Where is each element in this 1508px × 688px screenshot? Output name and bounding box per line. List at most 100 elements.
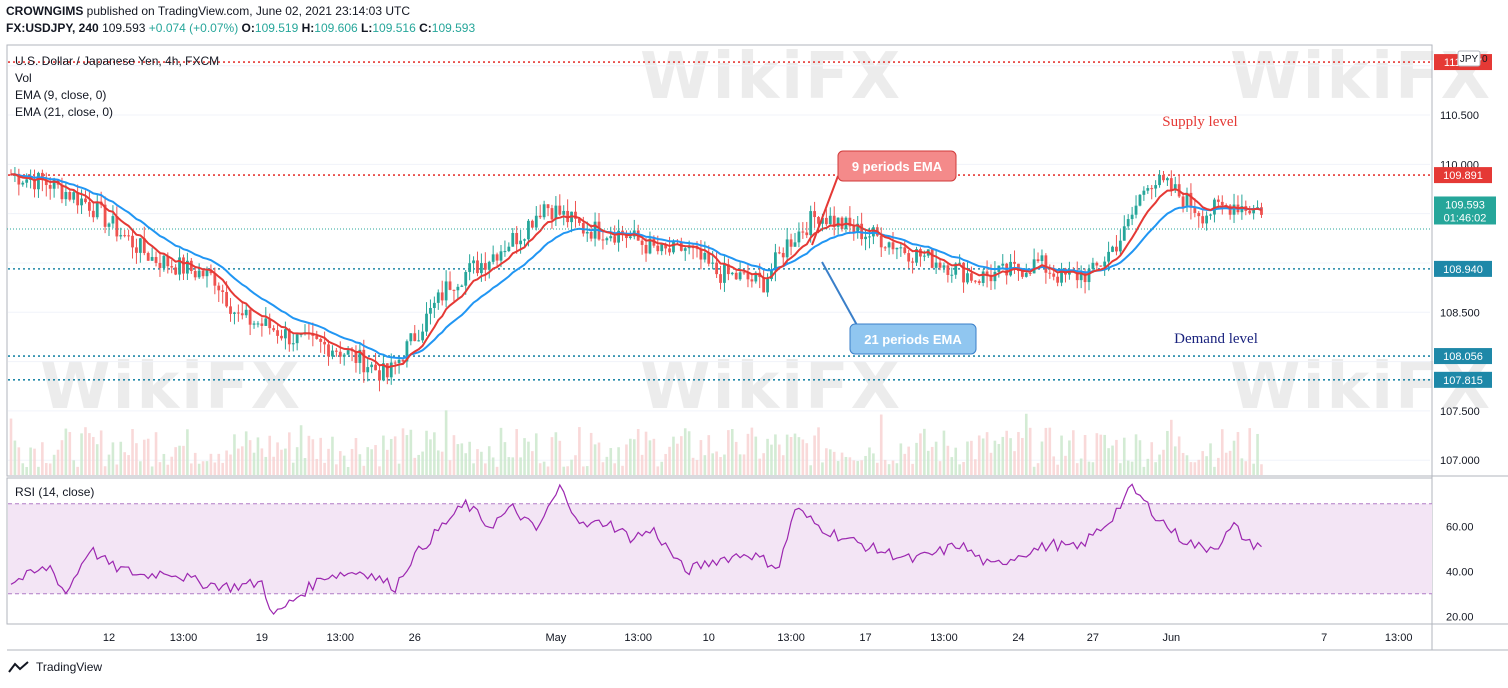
candle-body — [127, 235, 130, 237]
candle-body — [193, 270, 197, 278]
candle-body — [248, 309, 252, 325]
volume-bar — [1244, 461, 1248, 475]
volume-bar — [193, 452, 197, 475]
low-value: 109.516 — [372, 21, 416, 35]
volume-bar — [574, 455, 577, 475]
candle-body — [989, 276, 993, 282]
candle-body — [507, 246, 511, 252]
volume-bar — [1111, 445, 1114, 475]
candle-body — [1142, 190, 1146, 195]
volume-bar — [1166, 430, 1169, 475]
volume-bar — [883, 459, 887, 475]
candle-body — [205, 269, 209, 277]
candle-body — [628, 236, 632, 239]
candle-body — [813, 211, 816, 218]
volume-bar — [1052, 456, 1056, 475]
countdown-tag-text: 01:46:02 — [1444, 212, 1487, 224]
candle-body — [511, 232, 515, 247]
candle-body — [174, 267, 178, 275]
volume-bar — [150, 466, 154, 475]
candle-body — [107, 223, 111, 227]
candle-body — [448, 281, 452, 290]
candle-body — [527, 220, 530, 240]
candle-body — [856, 223, 860, 232]
volume-bar — [452, 435, 456, 475]
volume-bar — [229, 454, 232, 475]
volume-bar — [1095, 433, 1099, 475]
volume-bar — [1099, 434, 1103, 475]
candle-body — [1052, 273, 1056, 277]
volume-bar — [636, 429, 640, 475]
volume-bar — [511, 457, 515, 475]
volume-bar — [37, 466, 40, 475]
candle-body — [252, 323, 256, 325]
candle-body — [440, 292, 444, 301]
currency-badge-number: 0 — [1482, 54, 1488, 65]
volume-bar — [1162, 449, 1165, 475]
candle-body — [256, 323, 260, 325]
demand-level-label: Demand level — [1174, 331, 1258, 347]
candle-body — [750, 279, 754, 282]
volume-bar — [209, 453, 213, 475]
candle-body — [1095, 262, 1099, 266]
volume-bar — [656, 466, 660, 475]
volume-bar — [789, 436, 793, 475]
volume-bar — [774, 434, 777, 475]
price-tick-label: 107.500 — [1440, 406, 1480, 418]
volume-bar — [974, 459, 977, 475]
candle-body — [429, 307, 432, 314]
symbol-label[interactable]: FX:USDJPY, 240 — [6, 21, 99, 35]
time-tick-label: 13:00 — [1385, 632, 1413, 644]
candle-body — [699, 248, 703, 260]
candle-body — [1220, 201, 1224, 206]
candle-body — [1201, 216, 1205, 224]
candle-body — [464, 272, 468, 286]
volume-bar — [1091, 462, 1095, 475]
candle-body — [95, 201, 99, 218]
level-tag-text: 109.891 — [1443, 170, 1483, 182]
volume-bar — [1213, 466, 1216, 475]
volume-bar — [785, 434, 789, 475]
candle-body — [21, 182, 25, 185]
candle-body — [962, 262, 965, 283]
close-value: 109.593 — [431, 21, 476, 35]
time-axis-labels: 12 13:00 19 13:00 26 May 13:00 10 13:00 17 13:00 24… — [103, 632, 1413, 644]
currency-badge[interactable] — [1457, 50, 1481, 67]
volume-bar — [585, 466, 589, 475]
volume-bar — [421, 451, 424, 475]
time-tick-label: 7 — [1321, 632, 1327, 644]
volume-bar — [1146, 458, 1150, 475]
volume-bar — [1209, 443, 1212, 475]
candle-body — [1260, 207, 1263, 215]
candle-body — [922, 255, 926, 257]
candle-body — [562, 210, 566, 215]
candle-body — [401, 359, 405, 362]
volume-bar — [856, 461, 860, 475]
volume-bar — [1103, 434, 1106, 475]
candle-body — [385, 363, 389, 378]
candle-body — [660, 244, 664, 252]
candle-body — [1232, 204, 1236, 215]
candle-body — [91, 210, 95, 218]
tradingview-footer[interactable]: TradingView — [8, 660, 102, 674]
low-label: L: — [361, 21, 373, 35]
candle-body — [331, 350, 334, 357]
ema21-callout: 21 periods EMA — [821, 261, 977, 355]
volume-bar — [205, 461, 209, 475]
author-name[interactable]: CROWNGIMS — [6, 4, 84, 18]
volume-bar — [840, 452, 844, 475]
candle-body — [1028, 272, 1032, 274]
volume-bar — [72, 460, 76, 475]
candle-body — [1185, 192, 1189, 208]
volume-bar — [386, 449, 389, 475]
volume-bar — [660, 461, 664, 475]
horizontal-levels — [8, 61, 1430, 381]
candle-body — [946, 265, 950, 275]
volume-bar — [244, 431, 248, 475]
volume-bar — [950, 457, 954, 475]
candle-body — [824, 217, 828, 225]
volume-bar — [319, 437, 322, 475]
volume-bar — [825, 448, 828, 475]
candle-body — [1209, 214, 1212, 216]
